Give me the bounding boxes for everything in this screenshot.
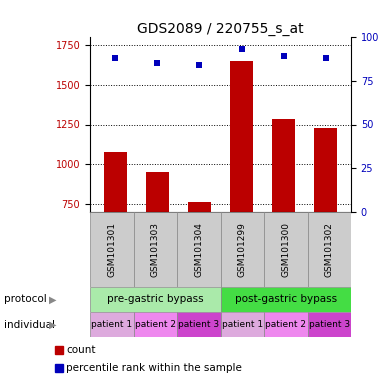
Bar — [221, 287, 351, 312]
Text: patient 3: patient 3 — [178, 320, 219, 329]
Bar — [55, 346, 63, 354]
Text: patient 2: patient 2 — [265, 320, 306, 329]
Bar — [177, 212, 221, 287]
Bar — [272, 119, 295, 212]
Text: post-gastric bypass: post-gastric bypass — [235, 295, 337, 305]
Title: GDS2089 / 220755_s_at: GDS2089 / 220755_s_at — [137, 22, 304, 36]
Text: count: count — [66, 345, 96, 355]
Bar — [264, 312, 307, 337]
Bar — [307, 312, 351, 337]
Bar — [133, 212, 177, 287]
Text: patient 2: patient 2 — [135, 320, 176, 329]
Bar — [90, 212, 133, 287]
Text: patient 3: patient 3 — [309, 320, 350, 329]
Text: patient 1: patient 1 — [222, 320, 263, 329]
Bar — [264, 212, 307, 287]
Bar — [177, 312, 221, 337]
Bar — [55, 364, 63, 372]
Bar — [221, 212, 264, 287]
Text: percentile rank within the sample: percentile rank within the sample — [66, 363, 242, 373]
Bar — [146, 172, 169, 212]
Text: ▶: ▶ — [50, 295, 57, 305]
Text: GSM101301: GSM101301 — [107, 222, 116, 277]
Text: GSM101299: GSM101299 — [238, 222, 247, 277]
Bar — [221, 312, 264, 337]
Bar — [90, 312, 133, 337]
Bar — [188, 202, 211, 212]
Text: pre-gastric bypass: pre-gastric bypass — [107, 295, 203, 305]
Text: GSM101304: GSM101304 — [194, 222, 203, 277]
Text: GSM101300: GSM101300 — [281, 222, 290, 277]
Text: patient 1: patient 1 — [91, 320, 132, 329]
Bar — [314, 128, 337, 212]
Text: ▶: ▶ — [50, 319, 57, 329]
Bar — [307, 212, 351, 287]
Bar — [104, 152, 127, 212]
Bar — [230, 61, 253, 212]
Bar — [133, 312, 177, 337]
Text: GSM101303: GSM101303 — [151, 222, 160, 277]
Text: protocol: protocol — [4, 295, 46, 305]
Text: individual: individual — [4, 319, 55, 329]
Text: GSM101302: GSM101302 — [325, 222, 334, 277]
Bar — [90, 287, 221, 312]
